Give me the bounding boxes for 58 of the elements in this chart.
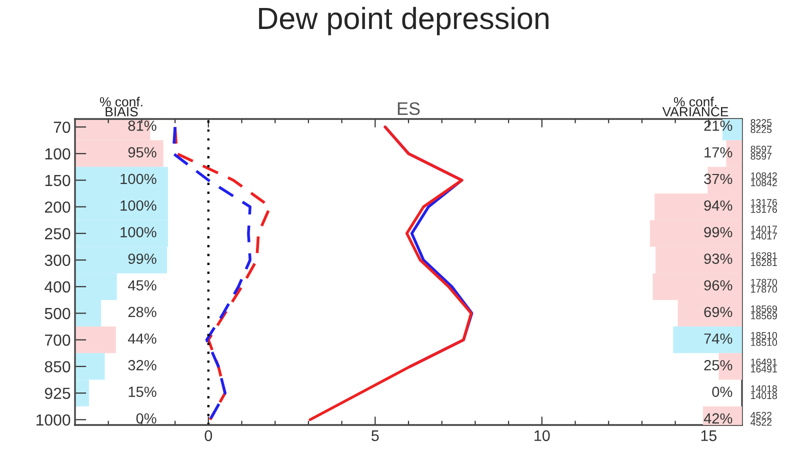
data-label: 28% — [128, 306, 156, 318]
y2-tick-label: 18569 18569 — [751, 305, 777, 320]
x-tick-label: 10 — [534, 430, 550, 442]
y2-tick-label: 17870 17870 — [751, 278, 777, 293]
x-tick-label: 5 — [372, 430, 379, 442]
chart-title: % conf. BIAIS — [100, 96, 142, 116]
data-label: 99% — [128, 254, 156, 264]
data-label: 45% — [128, 280, 156, 291]
data-label: 100% — [120, 227, 156, 238]
y-tick-label: 700 — [45, 334, 70, 346]
chart-subtitle: ES — [398, 102, 420, 116]
y-tick-label: 300 — [44, 254, 70, 266]
bar — [75, 326, 116, 354]
y2-tick-label: 18510 18510 — [751, 332, 777, 346]
y-tick-label: 925 — [44, 388, 70, 400]
y-tick-label: 500 — [44, 308, 70, 320]
data-label: 37% — [704, 174, 732, 184]
y-tick-label: 200 — [44, 201, 70, 213]
data-label: 25% — [704, 360, 732, 370]
y-tick-label: 150 — [45, 174, 70, 186]
data-label: 17% — [704, 147, 732, 158]
data-label: 69% — [704, 306, 732, 318]
y-tick-label: 400 — [44, 281, 70, 293]
data-label: 32% — [128, 360, 156, 370]
y2-tick-label: 14017 14017 — [751, 226, 777, 240]
y-tick-label: 250 — [44, 228, 70, 240]
data-label: 0% — [712, 386, 732, 397]
data-label: 81% — [128, 120, 156, 131]
data-label: 99% — [704, 227, 732, 238]
y2-tick-label: 4522 4522 — [750, 412, 772, 426]
y-tick-label: 70 — [54, 122, 70, 133]
bar — [673, 326, 742, 354]
data-label: 42% — [704, 413, 732, 424]
data-label: 21% — [704, 120, 732, 131]
data-label: 100% — [120, 200, 156, 211]
x-tick-label: 0 — [204, 430, 212, 442]
y2-tick-label: 8597 8597 — [750, 146, 772, 160]
y2-tick-label: 13176 13176 — [751, 199, 777, 213]
data-label: 100% — [120, 174, 156, 184]
chart-title: Dew point depression — [259, 6, 548, 36]
data-label: 0% — [136, 413, 156, 424]
data-label: 96% — [704, 280, 732, 291]
data-label: 15% — [128, 386, 156, 397]
data-label: 44% — [128, 334, 156, 344]
y-tick-label: 850 — [44, 361, 70, 372]
y2-tick-label: 10842 10842 — [751, 172, 777, 186]
y2-tick-label: 16281 16281 — [751, 252, 777, 266]
y-tick-label: 1000 — [36, 414, 70, 426]
data-label: 95% — [128, 147, 156, 158]
data-label: 74% — [704, 334, 732, 344]
data-label: 94% — [704, 200, 732, 211]
chart-title: % conf. VARIANCE — [662, 96, 728, 116]
y-tick-label: 100 — [45, 148, 70, 160]
y2-tick-label: 14018 14018 — [751, 385, 777, 400]
data-label: 93% — [704, 254, 732, 264]
x-tick-label: 15 — [701, 430, 717, 442]
y2-tick-label: 16491 16491 — [751, 358, 777, 372]
y2-tick-label: 8225 8225 — [750, 119, 772, 134]
